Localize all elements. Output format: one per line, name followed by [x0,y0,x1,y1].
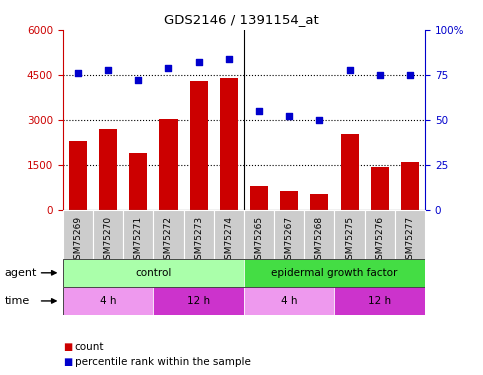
Point [376,72,384,78]
Text: GSM75275: GSM75275 [345,216,354,265]
Text: percentile rank within the sample: percentile rank within the sample [75,357,251,367]
Text: epidermal growth factor: epidermal growth factor [271,268,398,278]
Bar [311,194,328,210]
Text: control: control [135,268,171,278]
Bar [154,287,244,315]
Bar [304,210,334,259]
Bar [244,259,425,287]
Point [255,108,263,114]
Text: GSM75274: GSM75274 [224,216,233,265]
Point [165,65,172,71]
Bar [63,259,244,287]
Bar [220,78,238,210]
Text: GDS2146 / 1391154_at: GDS2146 / 1391154_at [164,13,319,26]
Point [346,67,354,73]
Text: GSM75268: GSM75268 [315,216,324,265]
Text: agent: agent [5,268,37,278]
Text: GSM75265: GSM75265 [255,216,264,265]
Bar [401,162,419,210]
Text: GSM75272: GSM75272 [164,216,173,265]
Bar [365,210,395,259]
Bar [159,118,178,210]
Point [104,67,112,73]
Bar [129,153,147,210]
Bar [341,134,358,210]
Text: GSM75267: GSM75267 [284,216,294,265]
Text: time: time [5,296,30,306]
Bar [244,210,274,259]
Text: GSM75276: GSM75276 [375,216,384,265]
Bar [250,186,268,210]
Point [74,70,82,76]
Bar [123,210,154,259]
Bar [395,210,425,259]
Point [406,72,414,78]
Point [134,77,142,83]
Bar [184,210,213,259]
Text: 12 h: 12 h [368,296,391,306]
Text: 12 h: 12 h [187,296,210,306]
Bar [63,287,154,315]
Bar [274,210,304,259]
Bar [189,81,208,210]
Point [285,113,293,119]
Bar [93,210,123,259]
Bar [334,287,425,315]
Text: GSM75277: GSM75277 [405,216,414,265]
Bar [334,210,365,259]
Text: count: count [75,342,104,352]
Bar [280,190,298,210]
Bar [213,210,244,259]
Bar [154,210,184,259]
Bar [69,141,87,210]
Bar [244,287,334,315]
Bar [99,129,117,210]
Point [225,56,233,62]
Text: 4 h: 4 h [281,296,298,306]
Text: ■: ■ [63,357,72,367]
Bar [371,166,389,210]
Text: GSM75273: GSM75273 [194,216,203,265]
Text: ■: ■ [63,342,72,352]
Text: GSM75269: GSM75269 [73,216,83,265]
Text: GSM75271: GSM75271 [134,216,143,265]
Text: 4 h: 4 h [100,296,116,306]
Bar [63,210,93,259]
Point [315,117,323,123]
Text: GSM75270: GSM75270 [103,216,113,265]
Point [195,59,202,65]
